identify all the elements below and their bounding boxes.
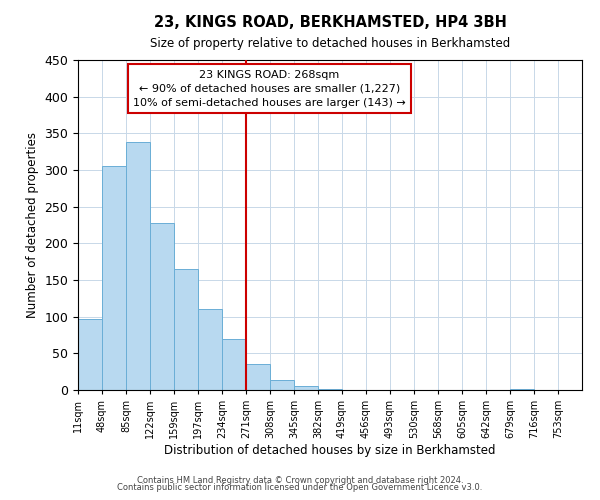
Bar bbox=[246, 364, 270, 390]
Text: 23 KINGS ROAD: 268sqm
← 90% of detached houses are smaller (1,227)
10% of semi-d: 23 KINGS ROAD: 268sqm ← 90% of detached … bbox=[133, 70, 406, 108]
Text: 23, KINGS ROAD, BERKHAMSTED, HP4 3BH: 23, KINGS ROAD, BERKHAMSTED, HP4 3BH bbox=[154, 15, 506, 30]
Bar bbox=[198, 310, 222, 390]
X-axis label: Distribution of detached houses by size in Berkhamsted: Distribution of detached houses by size … bbox=[164, 444, 496, 457]
Text: Contains public sector information licensed under the Open Government Licence v3: Contains public sector information licen… bbox=[118, 484, 482, 492]
Bar bbox=[174, 269, 198, 390]
Text: Size of property relative to detached houses in Berkhamsted: Size of property relative to detached ho… bbox=[150, 38, 510, 51]
Bar bbox=[102, 166, 126, 390]
Text: Contains HM Land Registry data © Crown copyright and database right 2024.: Contains HM Land Registry data © Crown c… bbox=[137, 476, 463, 485]
Bar bbox=[150, 223, 174, 390]
Bar bbox=[294, 386, 318, 390]
Bar bbox=[78, 319, 102, 390]
Bar bbox=[222, 338, 246, 390]
Y-axis label: Number of detached properties: Number of detached properties bbox=[26, 132, 39, 318]
Bar bbox=[126, 142, 150, 390]
Bar bbox=[270, 380, 294, 390]
